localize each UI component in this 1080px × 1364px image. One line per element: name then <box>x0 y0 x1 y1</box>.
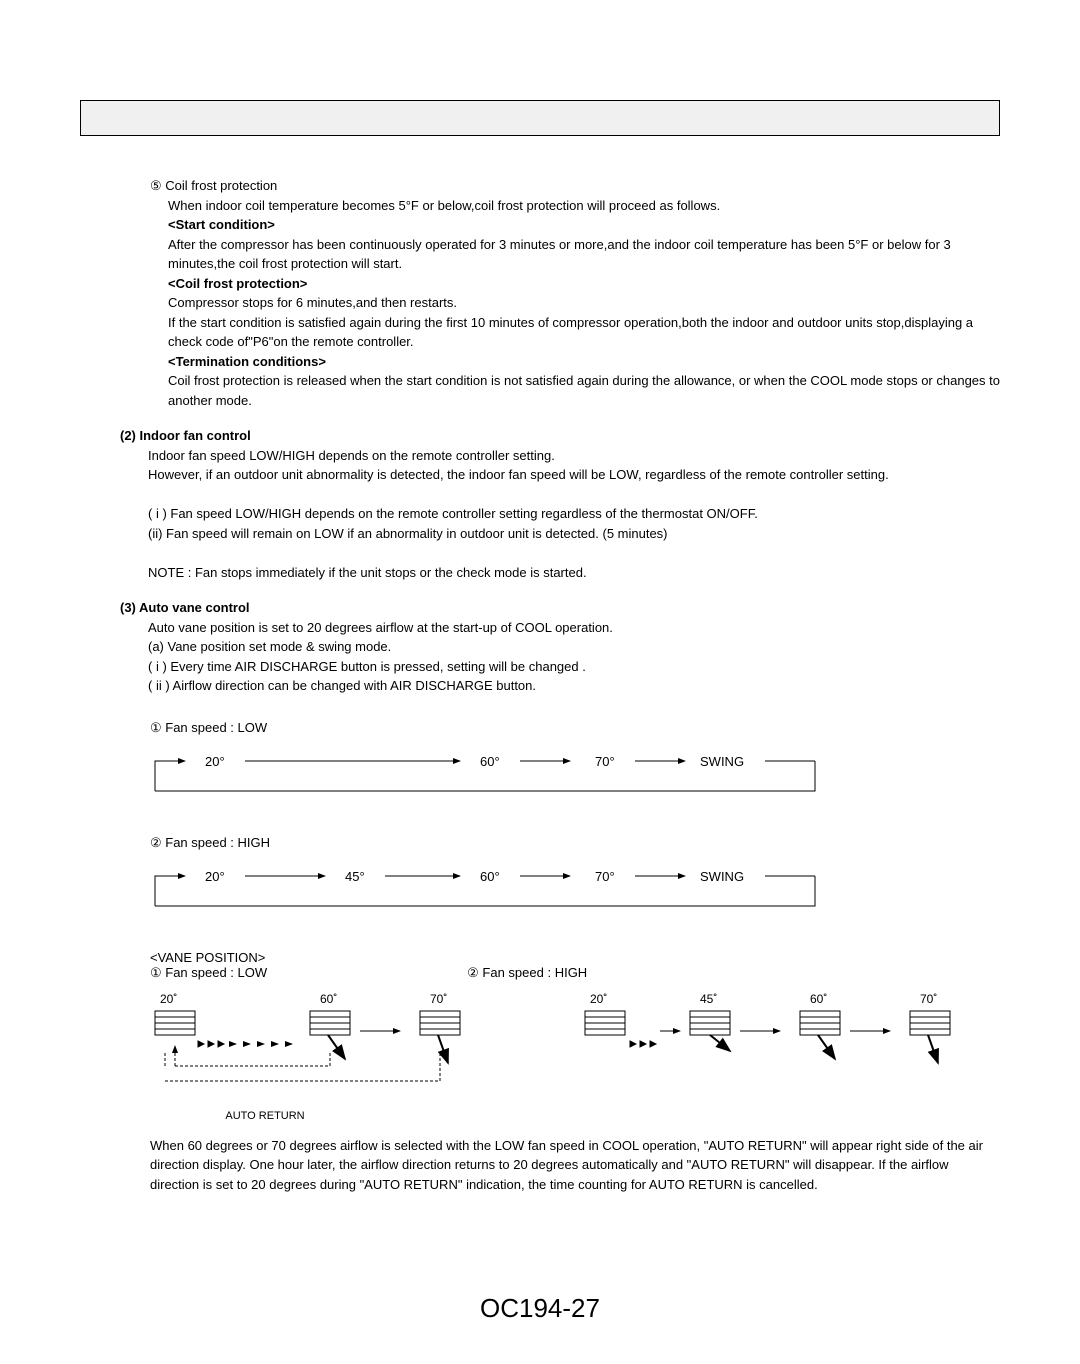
flow-high-s4: 70° <box>595 869 615 884</box>
high-a1: 20˚ <box>590 992 607 1006</box>
indoor-fan-text2: However, if an outdoor unit abnormality … <box>148 465 1000 485</box>
page-footer: OC194-27 <box>0 1293 1080 1324</box>
auto-return-label: AUTO RETURN <box>80 1110 380 1122</box>
coil-frost-section: ⑤ Coil frost protection When indoor coil… <box>80 176 1000 410</box>
indoor-fan-item-ii: (ii) Fan speed will remain on LOW if an … <box>148 524 1000 544</box>
intro-text: When indoor coil temperature becomes 5°F… <box>168 196 1000 216</box>
flow-high-s5: SWING <box>700 869 744 884</box>
auto-vane-heading: (3) Auto vane control <box>120 598 1000 618</box>
low-a2: 60˚ <box>320 992 337 1006</box>
vane-low-label: ① Fan speed : LOW <box>150 965 267 981</box>
auto-vane-item-i: ( i ) Every time AIR DISCHARGE button is… <box>148 657 1000 677</box>
fan-high-label: ② Fan speed : HIGH <box>80 835 1000 851</box>
start-condition-label: <Start condition> <box>168 215 1000 235</box>
flow-low-diagram: 20° 60° 70° SWING <box>80 746 1000 811</box>
vane-high-col: 20˚ 45˚ 60˚ 70˚ <box>580 991 1000 1104</box>
indoor-fan-item-i: ( i ) Fan speed LOW/HIGH depends on the … <box>148 504 1000 524</box>
high-a4: 70˚ <box>920 992 937 1006</box>
vane-position-label: <VANE POSITION> <box>150 950 1000 965</box>
high-a2: 45˚ <box>700 992 717 1006</box>
flow-high-s3: 60° <box>480 869 500 884</box>
flow-low-s2: 60° <box>480 754 500 769</box>
auto-return-text: When 60 degrees or 70 degrees airflow is… <box>80 1136 1000 1195</box>
header-box <box>80 100 1000 136</box>
auto-vane-text1: Auto vane position is set to 20 degrees … <box>148 618 1000 638</box>
fan-low-label: ① Fan speed : LOW <box>80 720 1000 736</box>
flow-high-s2: 45° <box>345 869 365 884</box>
flow-low-s3: 70° <box>595 754 615 769</box>
coil-frost-label: <Coil frost protection> <box>168 274 1000 294</box>
auto-vane-section: (3) Auto vane control Auto vane position… <box>80 598 1000 696</box>
coil-frost-text2: If the start condition is satisfied agai… <box>168 313 1000 352</box>
flow-high-diagram: 20° 45° 60° 70° SWING <box>80 861 1000 926</box>
vane-position-section: <VANE POSITION> ① Fan speed : LOW ② Fan … <box>80 950 1000 1104</box>
termination-text: Coil frost protection is released when t… <box>168 371 1000 410</box>
vane-low-col: 20˚ 60˚ 70˚ <box>150 991 520 1104</box>
item-title: Coil frost protection <box>165 178 277 193</box>
indoor-fan-text1: Indoor fan speed LOW/HIGH depends on the… <box>148 446 1000 466</box>
flow-low-s4: SWING <box>700 754 744 769</box>
indoor-fan-note: NOTE : Fan stops immediately if the unit… <box>148 563 1000 583</box>
vane-high-label: ② Fan speed : HIGH <box>467 965 587 981</box>
coil-frost-text1: Compressor stops for 6 minutes,and then … <box>168 293 1000 313</box>
low-a1: 20˚ <box>160 992 177 1006</box>
indoor-fan-section: (2) Indoor fan control Indoor fan speed … <box>80 426 1000 582</box>
indoor-fan-heading: (2) Indoor fan control <box>120 426 1000 446</box>
high-a3: 60˚ <box>810 992 827 1006</box>
flow-high-s1: 20° <box>205 869 225 884</box>
low-a3: 70˚ <box>430 992 447 1006</box>
auto-vane-item-ii: ( ii ) Airflow direction can be changed … <box>148 676 1000 696</box>
item-number: ⑤ <box>150 178 162 193</box>
termination-label: <Termination conditions> <box>168 352 1000 372</box>
flow-low-s1: 20° <box>205 754 225 769</box>
start-condition-text: After the compressor has been continuous… <box>168 235 1000 274</box>
auto-vane-text2: (a) Vane position set mode & swing mode. <box>148 637 1000 657</box>
